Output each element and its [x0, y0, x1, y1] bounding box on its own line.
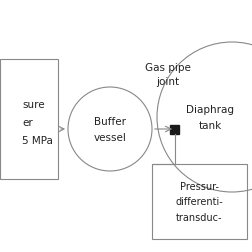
Bar — [151, 164, 246, 239]
Text: joint: joint — [156, 77, 179, 87]
Text: sure: sure — [22, 100, 44, 110]
Text: Diaphrag: Diaphrag — [185, 105, 233, 115]
Bar — [170, 125, 179, 134]
Bar — [0, 60, 58, 179]
Text: Buffer: Buffer — [94, 116, 125, 127]
Text: tank: tank — [198, 120, 221, 131]
Text: Pressur-: Pressur- — [179, 181, 218, 191]
Text: Gas pipe: Gas pipe — [144, 63, 190, 73]
Text: er: er — [22, 117, 33, 128]
Text: differenti-: differenti- — [175, 197, 223, 207]
Text: vessel: vessel — [93, 133, 126, 142]
Text: 5 MPa: 5 MPa — [22, 136, 53, 145]
Text: transduc-: transduc- — [176, 213, 222, 223]
